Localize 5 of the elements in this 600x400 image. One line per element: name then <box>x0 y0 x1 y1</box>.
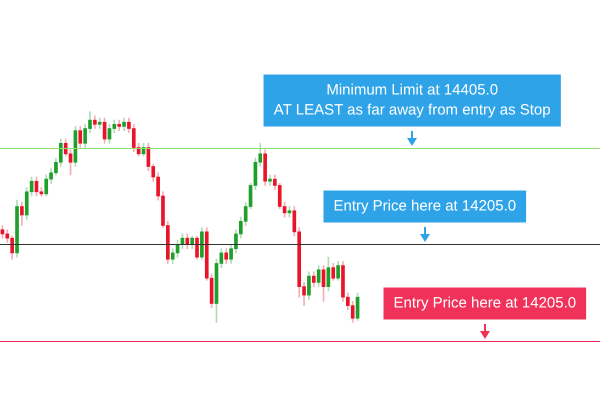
candlestick <box>268 174 272 186</box>
ref-line-label: Entry Price here at 14205.0 <box>333 198 516 215</box>
candlestick <box>288 206 292 218</box>
ref-line-label: Minimum Limit at 14405.0 AT LEAST as far away from entry as Stop <box>274 82 551 119</box>
ref-line-label: Entry Price here at 14205.0 <box>393 294 576 312</box>
